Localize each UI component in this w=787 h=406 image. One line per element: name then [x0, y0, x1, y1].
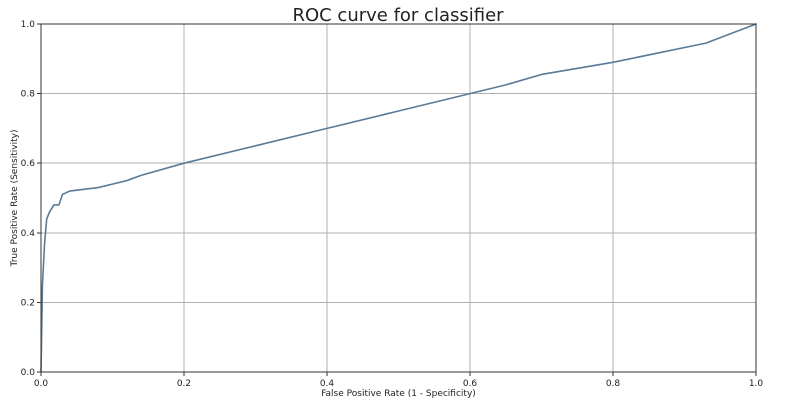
grid-lines	[40, 23, 757, 373]
x-axis-ticks: 0.0 0.2 0.4 0.6 0.8 1.0	[34, 372, 764, 389]
x-axis-label: False Positive Rate (1 - Specificity)	[321, 389, 476, 399]
y-axis-ticks: 0.0 0.2 0.4 0.6 0.8 1.0	[21, 20, 41, 378]
y-tick-label-3: 0.6	[21, 159, 36, 169]
y-tick-label-4: 0.8	[21, 90, 36, 100]
y-tick-label-1: 0.2	[21, 298, 35, 308]
roc-curve-line-0	[40, 23, 757, 373]
y-tick-label-0: 0.0	[21, 368, 36, 378]
roc-series	[40, 23, 757, 373]
y-tick-label-2: 0.4	[21, 229, 36, 239]
axes-frame	[40, 23, 757, 373]
x-tick-label-4: 0.8	[606, 379, 621, 389]
y-axis-label: True Positive Rate (Sensitivity)	[10, 130, 20, 268]
chart-title: ROC curve for classifier	[292, 5, 504, 26]
x-tick-label-1: 0.2	[177, 379, 191, 389]
x-tick-label-2: 0.4	[320, 379, 335, 389]
x-tick-label-5: 1.0	[749, 379, 764, 389]
x-tick-label-3: 0.6	[463, 379, 478, 389]
y-tick-label-5: 1.0	[21, 20, 36, 30]
x-tick-label-0: 0.0	[34, 379, 49, 389]
